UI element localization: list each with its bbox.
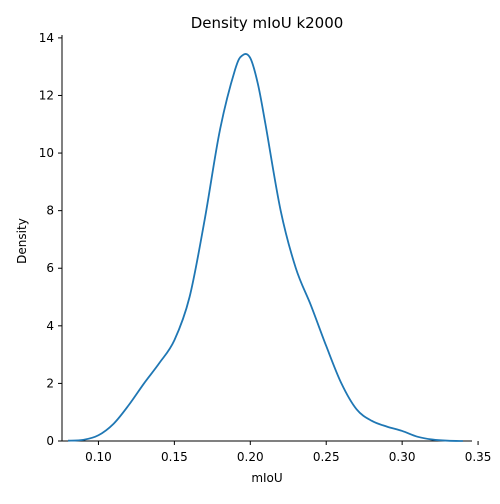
y-tick-label: 6 xyxy=(46,261,54,275)
x-tick-label: 0.30 xyxy=(389,450,416,464)
y-tick-label: 8 xyxy=(46,204,54,218)
x-tick-label: 0.15 xyxy=(161,450,188,464)
y-tick-label: 10 xyxy=(39,146,54,160)
ticks-layer: 0.10 0.15 0.20 0.25 0.30 0.35 0 2 4 6 8 10 12 14 xyxy=(39,31,492,464)
x-axis-label: mIoU xyxy=(251,471,282,485)
density-curve xyxy=(68,53,463,442)
series-layer xyxy=(68,53,463,442)
chart-title: Density mIoU k2000 xyxy=(191,14,344,32)
x-tick-label: 0.35 xyxy=(465,450,492,464)
y-tick-label: 4 xyxy=(46,319,54,333)
y-axis-label: Density xyxy=(15,218,29,264)
y-tick-label: 2 xyxy=(46,376,54,390)
y-tick-label: 14 xyxy=(39,31,54,45)
x-tick-label: 0.10 xyxy=(85,450,112,464)
y-tick-label: 12 xyxy=(39,88,54,102)
x-tick-label: 0.20 xyxy=(237,450,264,464)
axes-layer xyxy=(61,35,472,442)
x-tick-label: 0.25 xyxy=(313,450,340,464)
y-tick-label: 0 xyxy=(46,434,54,448)
